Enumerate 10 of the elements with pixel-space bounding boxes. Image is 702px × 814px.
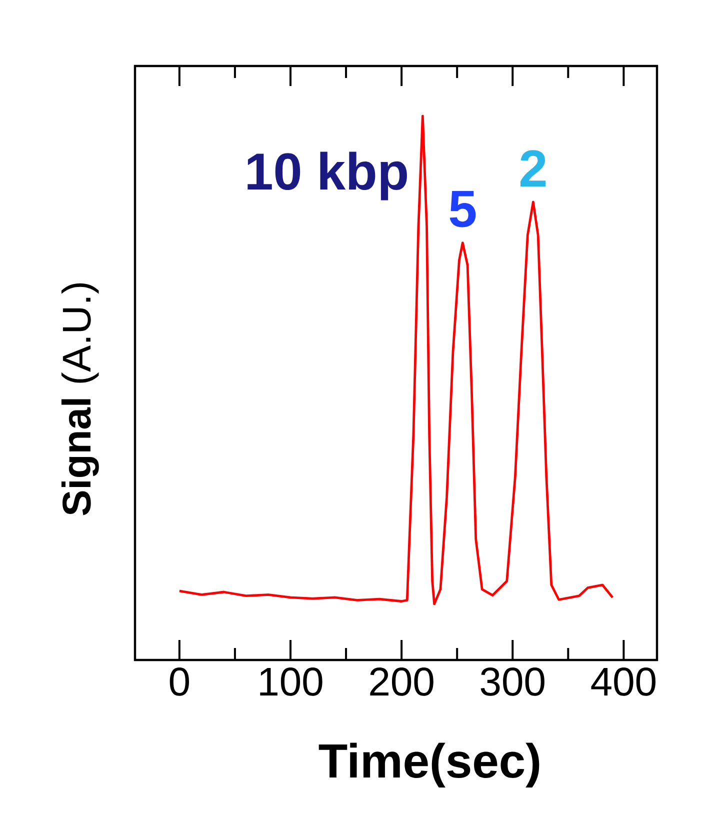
annotation: 2 [520,150,546,186]
y-axis-title: Signal (A.U.) [61,283,99,516]
x-tick-label: 0 [170,668,189,696]
annotation: 5 [450,190,476,228]
x-tick-label: 100 [260,668,322,696]
x-tick-label: 200 [370,668,434,696]
x-axis-title: Time(sec) [318,742,540,788]
annotation: 10 kbp [248,152,407,200]
x-tick-label: 300 [480,668,544,696]
x-tick-label: 400 [591,668,656,696]
